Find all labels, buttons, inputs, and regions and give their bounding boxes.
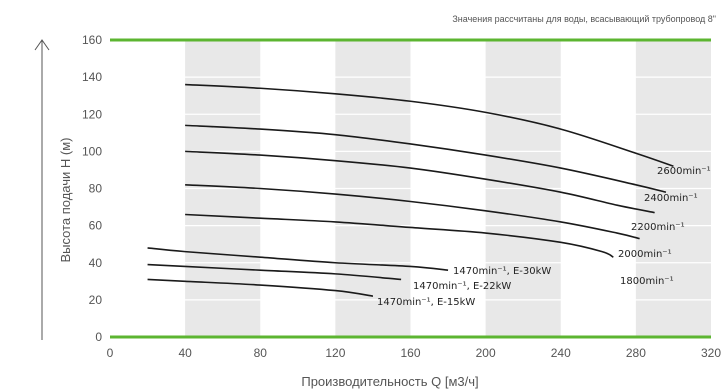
x-tick-40: 40 <box>178 346 192 360</box>
x-tick-240: 240 <box>551 346 571 360</box>
x-tick-120: 120 <box>325 346 345 360</box>
gridlines <box>110 38 711 339</box>
y-tick-160: 160 <box>82 33 102 47</box>
y-tick-100: 100 <box>82 144 102 158</box>
y-tick-0: 0 <box>95 330 102 344</box>
x-tick-320: 320 <box>701 346 721 360</box>
curve-label-6: 1470min⁻¹, E-22kW <box>413 281 511 292</box>
curve-4 <box>185 213 614 258</box>
y-tick-labels: 0 20 40 60 80 100 120 140 160 <box>82 33 102 344</box>
y-axis-arrow <box>34 39 50 340</box>
curve-labels: 2600min⁻¹ 2400min⁻¹ 2200min⁻¹ 2000min⁻¹ 1800… <box>377 166 711 308</box>
x-tick-200: 200 <box>476 346 496 360</box>
x-tick-labels: 0 40 80 120 160 200 240 280 320 <box>107 346 721 360</box>
y-tick-140: 140 <box>82 70 102 84</box>
curve-label-1: 2400min⁻¹ <box>644 193 698 204</box>
curve-1 <box>185 124 667 193</box>
y-tick-120: 120 <box>82 107 102 121</box>
curve-2 <box>185 150 655 214</box>
curve-label-0: 2600min⁻¹ <box>657 166 711 177</box>
performance-curves <box>147 83 674 297</box>
curve-label-5: 1470min⁻¹, E-30kW <box>453 266 551 277</box>
x-tick-280: 280 <box>626 346 646 360</box>
curve-7 <box>147 278 374 297</box>
x-tick-0: 0 <box>107 346 114 360</box>
x-tick-80: 80 <box>254 346 268 360</box>
curve-label-2: 2200min⁻¹ <box>631 222 685 233</box>
curve-label-7: 1470min⁻¹, E-15kW <box>377 297 475 308</box>
curve-0 <box>185 83 674 167</box>
y-tick-60: 60 <box>89 219 103 233</box>
curve-label-3: 2000min⁻¹ <box>618 249 672 260</box>
y-tick-80: 80 <box>89 182 103 196</box>
y-axis-label: Высота подачи H (м) <box>58 137 73 262</box>
y-tick-20: 20 <box>89 293 103 307</box>
curve-3 <box>185 183 640 240</box>
curve-label-4: 1800min⁻¹ <box>620 276 674 287</box>
x-axis-label: Производительность Q [м3/ч] <box>301 374 478 389</box>
curve-6 <box>147 263 402 281</box>
x-tick-160: 160 <box>400 346 420 360</box>
curve-5 <box>147 247 449 271</box>
y-tick-40: 40 <box>89 256 103 270</box>
chart-note: Значения рассчитаны для воды, всасывающи… <box>452 14 716 24</box>
